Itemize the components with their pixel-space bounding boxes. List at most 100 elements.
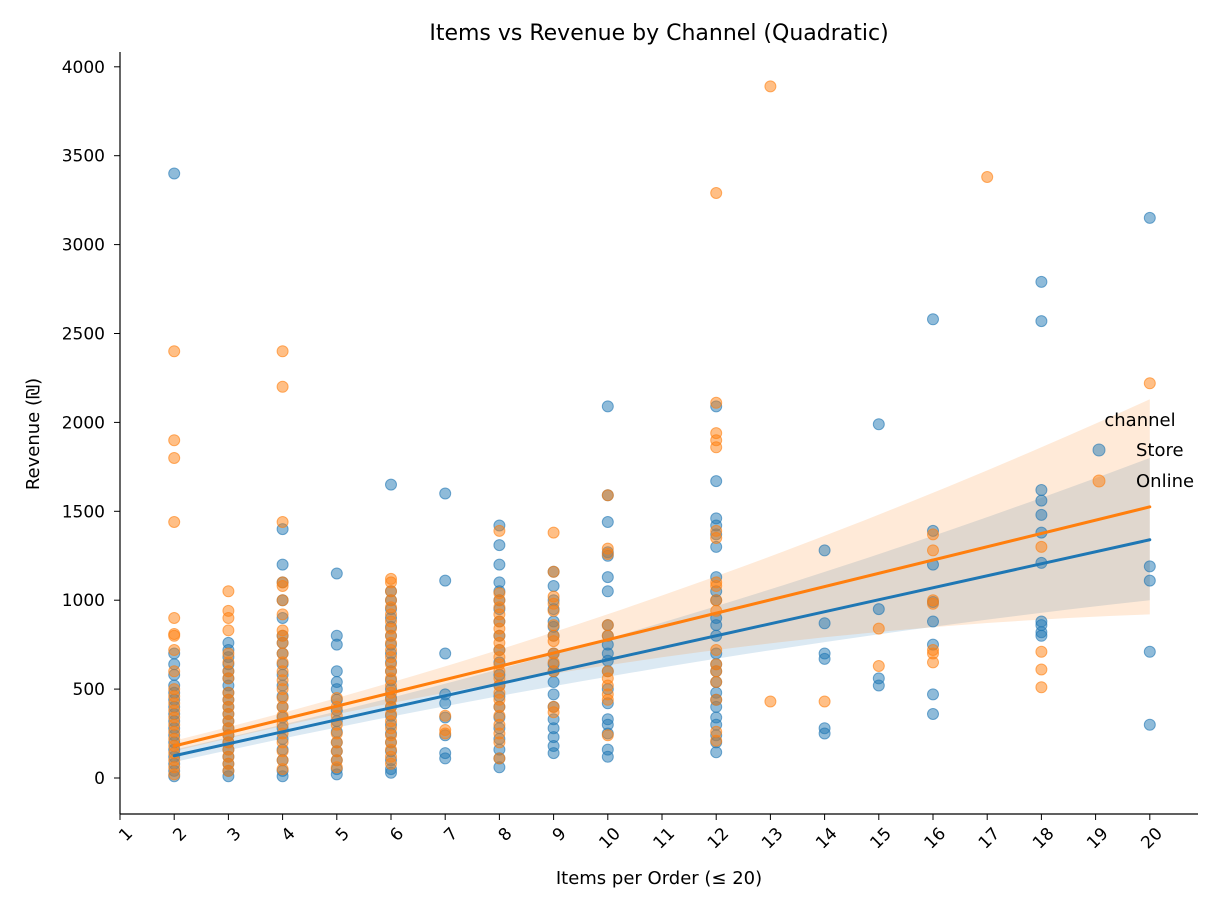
point-online [547, 526, 560, 539]
legend: channel Store Online [1092, 410, 1194, 492]
y-tick-label: 500 [73, 680, 105, 700]
point-store [818, 544, 831, 557]
point-online [601, 548, 614, 560]
point-online [439, 709, 452, 722]
point-online [547, 565, 560, 578]
point-online [493, 736, 506, 749]
point-store [1143, 560, 1156, 573]
point-online [276, 763, 289, 776]
point-online [710, 580, 723, 592]
point-online [168, 516, 181, 528]
point-online [601, 693, 614, 706]
point-online [818, 695, 831, 708]
point-store [547, 747, 560, 760]
point-online [927, 656, 939, 669]
point-online [547, 635, 560, 648]
point-online [927, 544, 939, 557]
fit-line-store [172, 538, 1152, 758]
point-online [710, 187, 723, 199]
point-store [439, 574, 452, 587]
point-store [872, 679, 885, 692]
y-tick-label: 4000 [62, 58, 105, 78]
point-online [222, 764, 235, 777]
legend-title: channel [1104, 410, 1175, 431]
point-online [710, 594, 723, 607]
point-online [276, 380, 289, 393]
fit-line-online [172, 505, 1152, 748]
y-ticks: 0 500 1000 1500 2000 2500 3000 3500 4000 [62, 58, 120, 789]
ci-band-store [174, 458, 1150, 762]
point-online [276, 345, 289, 358]
point-online [276, 636, 289, 649]
point-online [710, 676, 723, 688]
point-store [439, 487, 452, 500]
point-store [818, 727, 831, 740]
point-online [168, 644, 181, 656]
point-store [1035, 494, 1048, 507]
point-online [168, 612, 181, 624]
point-online [439, 727, 452, 740]
legend-label-online: Online [1136, 471, 1194, 492]
point-store [1143, 718, 1156, 731]
point-online [276, 516, 289, 528]
point-online [222, 672, 235, 685]
point-online [168, 452, 181, 464]
point-online [1143, 377, 1156, 390]
point-online [927, 528, 939, 541]
point-store [439, 647, 452, 660]
y-tick-label: 1500 [62, 502, 105, 522]
point-online [168, 434, 181, 447]
point-online [168, 768, 181, 781]
point-store [547, 688, 560, 701]
y-axis-label: Revenue (₪) [23, 378, 44, 490]
point-store [601, 585, 614, 598]
point-store [818, 617, 831, 630]
point-store [1143, 645, 1156, 658]
point-store [1035, 315, 1048, 328]
y-tick-label: 1000 [62, 591, 105, 611]
x-axis-label: Items per Order (≤ 20) [556, 868, 762, 889]
point-online [710, 665, 723, 678]
point-store [1035, 629, 1048, 642]
point-online [493, 524, 506, 537]
point-store [385, 478, 397, 491]
point-online [601, 729, 614, 742]
ci-band-online [174, 399, 1150, 752]
point-store [493, 558, 506, 571]
y-tick-label: 2000 [62, 413, 105, 433]
point-online [927, 597, 939, 610]
point-online [330, 761, 343, 774]
y-tick-label: 3000 [62, 236, 105, 256]
point-store [276, 558, 289, 571]
point-store [927, 688, 939, 701]
point-store [872, 418, 885, 431]
point-online [493, 752, 506, 765]
point-online [710, 734, 723, 747]
regression-lines [172, 505, 1152, 758]
point-online [710, 396, 723, 409]
point-store [1143, 211, 1156, 224]
point-store [872, 603, 885, 616]
point-online [547, 706, 560, 719]
y-tick-label: 2500 [62, 325, 105, 345]
point-store [1035, 275, 1048, 288]
point-online [764, 695, 777, 708]
y-tick-label: 3500 [62, 147, 105, 167]
point-store [439, 697, 452, 710]
point-online [222, 624, 235, 637]
point-online [547, 604, 560, 617]
point-online [764, 80, 777, 93]
point-online [222, 585, 235, 598]
point-online [547, 619, 560, 632]
chart-title: Items vs Revenue by Channel (Quadratic) [429, 21, 888, 46]
point-online [601, 489, 614, 502]
point-store [601, 516, 614, 528]
point-online [981, 171, 994, 183]
point-store [710, 475, 723, 488]
point-online [1035, 681, 1048, 694]
point-store [330, 665, 343, 678]
confidence-bands [174, 399, 1150, 762]
point-online [872, 660, 885, 672]
point-online [872, 622, 885, 635]
